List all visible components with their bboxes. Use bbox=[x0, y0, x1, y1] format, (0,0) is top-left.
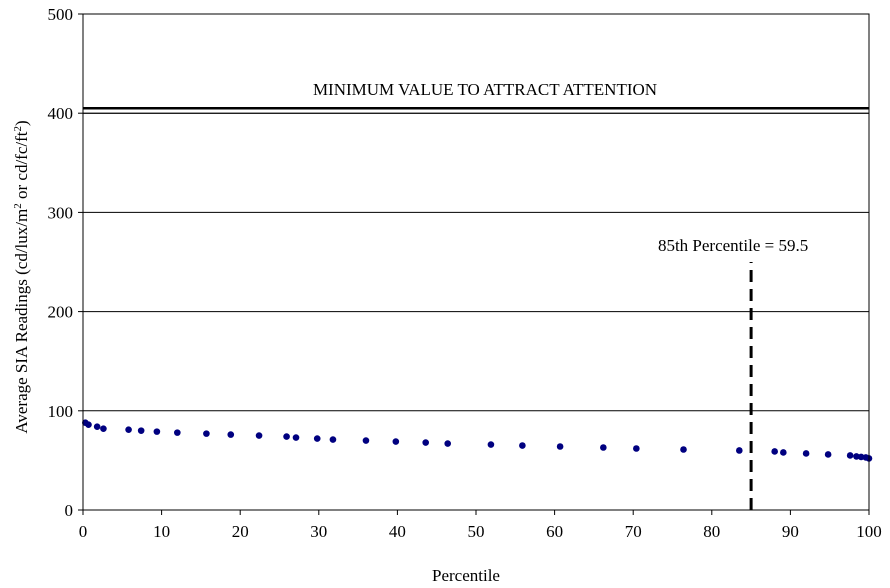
y-tick-label: 500 bbox=[48, 5, 74, 24]
data-point bbox=[329, 436, 337, 443]
data-point bbox=[203, 430, 210, 437]
data-point bbox=[292, 434, 300, 441]
data-points bbox=[82, 419, 873, 462]
x-tick-label: 40 bbox=[389, 522, 406, 541]
data-point bbox=[680, 446, 687, 453]
y-tick-label: 100 bbox=[48, 402, 74, 421]
data-point bbox=[824, 451, 832, 458]
x-tick-label: 50 bbox=[468, 522, 485, 541]
data-point bbox=[487, 441, 495, 448]
data-point bbox=[85, 421, 92, 428]
data-point bbox=[392, 438, 400, 445]
data-point bbox=[153, 428, 161, 435]
minimum-value-line bbox=[83, 106, 869, 114]
y-tick-label: 300 bbox=[48, 203, 74, 222]
data-point bbox=[255, 432, 263, 439]
data-point bbox=[93, 423, 101, 430]
data-point bbox=[362, 437, 370, 444]
data-point bbox=[100, 425, 107, 432]
x-tick-label: 30 bbox=[310, 522, 327, 541]
data-point bbox=[846, 452, 854, 459]
data-point bbox=[556, 443, 564, 450]
x-tick-label: 70 bbox=[625, 522, 642, 541]
x-axis-label: Percentile bbox=[432, 566, 500, 585]
x-tick-label: 0 bbox=[79, 522, 88, 541]
x-tick-label: 60 bbox=[546, 522, 563, 541]
data-point bbox=[802, 450, 810, 457]
data-point bbox=[771, 448, 778, 455]
x-tick-label: 90 bbox=[782, 522, 799, 541]
data-point bbox=[444, 440, 452, 447]
data-point bbox=[283, 433, 290, 440]
x-tick-label: 20 bbox=[232, 522, 249, 541]
x-tick-label: 10 bbox=[153, 522, 170, 541]
data-point bbox=[125, 426, 132, 433]
data-point bbox=[227, 431, 235, 438]
y-tick-label: 0 bbox=[65, 501, 74, 520]
y-tick-label: 200 bbox=[48, 303, 74, 322]
data-point bbox=[780, 449, 787, 456]
data-point bbox=[519, 442, 526, 449]
y-axis-ticks: 0 100 200 300 400 500 bbox=[48, 5, 83, 520]
data-point bbox=[633, 445, 640, 452]
data-point bbox=[174, 429, 181, 436]
data-point bbox=[422, 439, 429, 446]
minimum-value-label: MINIMUM VALUE TO ATTRACT ATTENTION bbox=[313, 80, 657, 99]
x-axis-ticks: 0 10 20 30 40 50 60 70 80 90 100 bbox=[79, 510, 882, 541]
percentile-85-label: 85th Percentile = 59.5 bbox=[658, 236, 808, 255]
data-point bbox=[736, 447, 743, 454]
data-point bbox=[137, 427, 145, 434]
x-tick-label: 100 bbox=[856, 522, 882, 541]
x-tick-label: 80 bbox=[703, 522, 720, 541]
data-point bbox=[600, 444, 607, 451]
y-tick-label: 400 bbox=[48, 104, 74, 123]
y-axis-label: Average SIA Readings (cd/lux/m2 or cd/fc… bbox=[12, 120, 31, 433]
data-point bbox=[313, 435, 321, 442]
